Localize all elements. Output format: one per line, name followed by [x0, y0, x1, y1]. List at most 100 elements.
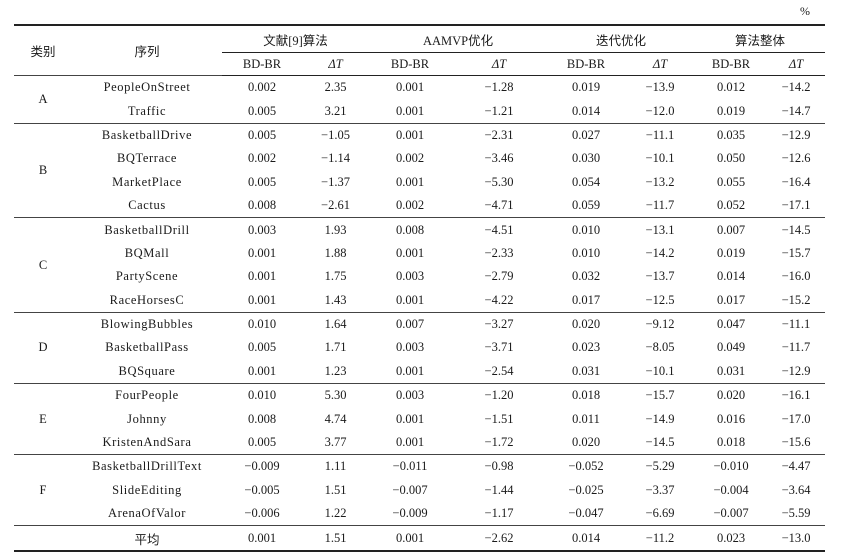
value-cell: −5.29: [625, 454, 696, 479]
value-cell: 0.019: [547, 75, 626, 100]
value-cell: −0.009: [392, 506, 428, 521]
value-cell: 0.020: [571, 435, 601, 450]
value-cell: −1.28: [451, 75, 548, 100]
value-cell: 0.002: [395, 198, 425, 213]
value-cell: −12.6: [781, 151, 811, 166]
table-row: Cactus 0.008 −2.61 0.002 −4.71 0.059 −11.7 0.05…: [14, 194, 825, 218]
value-cell: 0.020: [695, 383, 768, 408]
table-header: 类别 序列 文献[9]算法 AAMVP优化 迭代优化 算法整体 BD-BR ΔT…: [14, 24, 826, 76]
value-cell: −0.025: [568, 482, 604, 497]
value-cell: −15.6: [781, 435, 811, 450]
value-cell: 0.003: [395, 340, 425, 355]
value-cell: 0.047: [695, 311, 768, 337]
value-cell: 1.88: [324, 245, 347, 260]
value-cell: 5.30: [302, 383, 370, 408]
sequence-cell: BQTerrace: [116, 151, 178, 166]
value-cell: 0.003: [395, 269, 425, 284]
value-cell: −4.51: [451, 217, 548, 242]
value-cell: −11.7: [781, 340, 811, 355]
value-cell: −11.2: [625, 525, 696, 552]
value-cell: −9.12: [625, 311, 696, 337]
value-cell: 0.055: [716, 174, 746, 189]
value-cell: 1.93: [302, 217, 370, 242]
value-cell: −11.1: [625, 122, 696, 148]
value-cell: 0.023: [695, 525, 768, 552]
value-cell: 0.005: [247, 103, 277, 118]
header-category: 类别: [14, 24, 72, 76]
value-cell: 0.001: [395, 292, 425, 307]
table-row: F BasketballDrillText −0.009 1.11 −0.011 −0.9…: [14, 454, 826, 526]
sequence-cell: BasketballDrill: [72, 217, 222, 242]
value-cell: −1.21: [484, 103, 514, 118]
value-cell: 1.51: [324, 482, 347, 497]
value-cell: 0.017: [716, 292, 746, 307]
value-cell: 0.018: [716, 435, 746, 450]
value-cell: 0.032: [571, 269, 601, 284]
table-row: C BasketballDrill 0.003 1.93 0.008 −4.51 0.010…: [14, 217, 826, 313]
value-cell: −11.1: [767, 311, 826, 337]
value-cell: 0.027: [547, 122, 626, 148]
value-cell: −16.1: [767, 383, 826, 408]
value-cell: 0.001: [222, 525, 302, 552]
value-cell: 0.001: [247, 363, 277, 378]
value-cell: 0.002: [247, 151, 277, 166]
table-row: BQSquare 0.001 1.23 0.001 −2.54 0.031 −10.1 0.0…: [14, 360, 825, 384]
table-row: Johnny 0.008 4.74 0.001 −1.51 0.011 −14.9 0.016…: [14, 407, 825, 430]
value-cell: −14.7: [781, 103, 811, 118]
value-cell: 0.001: [247, 245, 277, 260]
value-cell: 0.014: [716, 269, 746, 284]
value-cell: −11.7: [645, 198, 675, 213]
value-cell: 1.43: [324, 292, 347, 307]
table-row: Traffic 0.005 3.21 0.001 −1.21 0.014 −12.0 0.01…: [14, 99, 825, 123]
value-cell: −16.4: [781, 174, 811, 189]
subheader-dt: ΔT: [625, 52, 696, 76]
value-cell: 0.011: [572, 411, 600, 426]
value-cell: 0.018: [547, 383, 626, 408]
value-cell: 0.035: [695, 122, 768, 148]
value-cell: −13.9: [625, 75, 696, 100]
value-cell: 0.031: [716, 363, 746, 378]
results-table: 类别 序列 文献[9]算法 AAMVP优化 迭代优化 算法整体 BD-BR ΔT…: [14, 24, 826, 552]
value-cell: −4.71: [484, 198, 514, 213]
value-cell: 0.001: [395, 363, 425, 378]
value-cell: 0.010: [547, 217, 626, 242]
value-cell: −12.9: [767, 122, 826, 148]
value-cell: 0.001: [369, 75, 452, 100]
subheader-dt: ΔT: [767, 52, 826, 76]
value-cell: −13.0: [767, 525, 826, 552]
sequence-cell: BasketballDrillText: [72, 454, 222, 479]
value-cell: 1.64: [302, 311, 370, 337]
sequence-cell: BasketballDrive: [72, 122, 222, 148]
value-cell: 3.21: [324, 103, 347, 118]
value-cell: −17.1: [781, 198, 811, 213]
value-cell: −0.98: [451, 454, 548, 479]
value-cell: −1.44: [484, 482, 514, 497]
subheader-dt: ΔT: [451, 52, 548, 76]
table-row: D BlowingBubbles 0.010 1.64 0.007 −3.27 0.020−…: [14, 311, 826, 384]
value-cell: 0.001: [395, 435, 425, 450]
subheader-bdbr: BD-BR: [222, 52, 302, 76]
value-cell: −15.7: [781, 245, 811, 260]
value-cell: −0.011: [369, 454, 452, 479]
value-cell: −13.2: [645, 174, 675, 189]
sequence-cell: Traffic: [127, 103, 167, 118]
value-cell: 0.002: [395, 151, 425, 166]
value-cell: −2.33: [484, 245, 514, 260]
value-cell: −10.1: [645, 363, 675, 378]
value-cell: −8.05: [645, 340, 675, 355]
category-cell: F: [14, 454, 72, 526]
value-cell: 0.016: [716, 411, 746, 426]
value-cell: 0.001: [395, 245, 425, 260]
value-cell: −1.37: [321, 174, 350, 189]
value-cell: 0.052: [716, 198, 746, 213]
value-cell: 1.51: [302, 525, 370, 552]
value-cell: 0.049: [716, 340, 746, 355]
value-cell: −14.2: [645, 245, 675, 260]
value-cell: −0.007: [713, 506, 749, 521]
value-cell: −13.7: [645, 269, 675, 284]
value-cell: −0.005: [244, 482, 280, 497]
value-cell: −15.7: [625, 383, 696, 408]
value-cell: −3.64: [781, 482, 811, 497]
sequence-cell: BasketballPass: [105, 340, 189, 355]
sequence-cell: MarketPlace: [112, 174, 182, 189]
